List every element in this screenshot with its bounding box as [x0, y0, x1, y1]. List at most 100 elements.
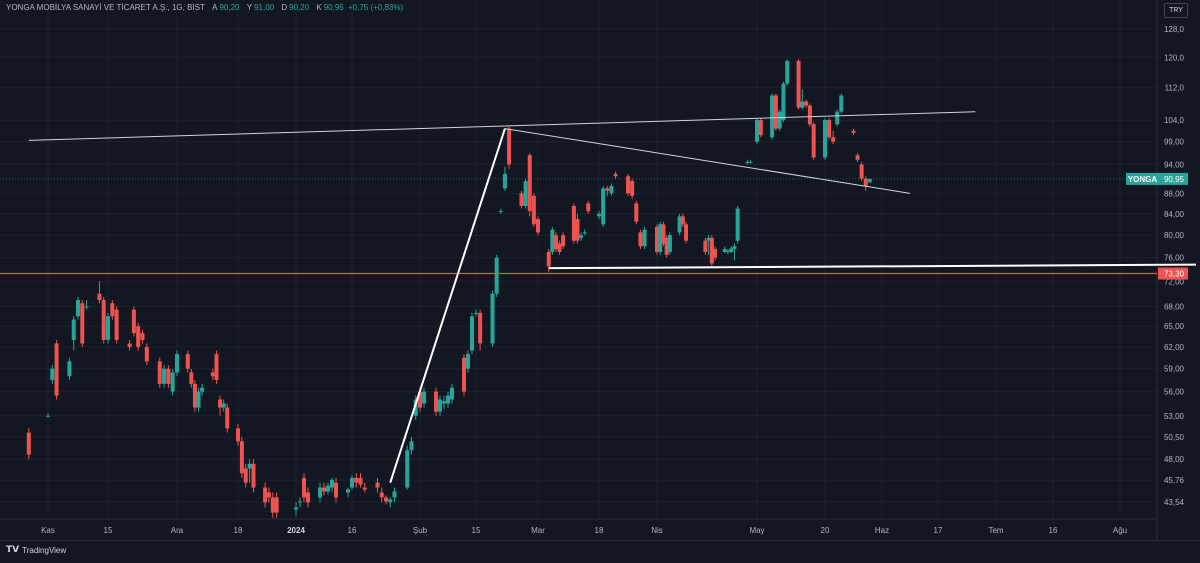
grid — [0, 0, 1157, 519]
price-tick-label: 72,00 — [1164, 277, 1185, 286]
candle-body — [706, 237, 711, 241]
candle-body — [729, 248, 734, 252]
candle-body — [251, 463, 256, 488]
candle-body — [127, 343, 132, 347]
candle-body — [466, 354, 470, 369]
candle-body — [192, 383, 197, 408]
candle-body — [658, 224, 663, 252]
time-tick-label: Mar — [531, 526, 545, 535]
resistance-trendline-line[interactable] — [28, 111, 976, 141]
candle-body — [413, 399, 418, 416]
candle-body — [379, 492, 384, 498]
candle-body — [334, 482, 338, 498]
price-tick-label: 59,00 — [1164, 365, 1185, 374]
candle-body — [218, 399, 223, 408]
candle-body — [490, 293, 495, 344]
candle-body — [773, 95, 778, 129]
candle-body — [553, 235, 558, 250]
range-bottom-line[interactable] — [548, 263, 1197, 270]
candle-body — [561, 235, 566, 247]
rally-line-line[interactable] — [389, 128, 506, 483]
candle-body — [777, 111, 782, 129]
price-tick-label: 88,00 — [1164, 189, 1185, 198]
price-tick-label: 68,00 — [1164, 302, 1185, 311]
candle-body — [346, 489, 350, 493]
tradingview-logo-icon: TV — [6, 545, 20, 555]
candle-body — [110, 303, 115, 317]
candle-body — [597, 213, 601, 217]
candle-body — [131, 309, 136, 334]
candle-body — [388, 499, 393, 503]
candle-body — [630, 181, 635, 196]
price-tick-label: 76,00 — [1164, 254, 1185, 263]
time-tick-label: 16 — [348, 526, 357, 535]
candle-body — [867, 178, 872, 183]
price-tick-label: 99,00 — [1164, 138, 1185, 147]
candle-body — [358, 477, 363, 485]
symbol-legend[interactable]: YONGA MOBİLYA SANAYİ VE TİCARET A.Ş., 1G… — [6, 3, 405, 13]
price-tag-bg — [1158, 172, 1188, 185]
time-axis[interactable]: Kas 15 Ara 18 2024 16 Şub 15 Mar 18 Nis May 20 Haz 17 T… — [41, 526, 1127, 535]
candle-body — [478, 312, 483, 344]
candle-body — [274, 497, 279, 513]
candle-body — [642, 229, 647, 247]
price-tick-label: 48,00 — [1164, 455, 1185, 464]
candle-body — [239, 441, 244, 474]
close-label: K — [316, 3, 322, 12]
candle-body — [684, 224, 689, 241]
price-tick-label: 56,00 — [1164, 388, 1185, 397]
currency-button[interactable]: TRY — [1164, 3, 1188, 18]
candle-body — [67, 361, 72, 377]
candle-body — [498, 211, 503, 213]
candle-body — [770, 95, 775, 138]
price-tick-label: 62,00 — [1164, 343, 1185, 352]
candle-body — [745, 162, 750, 164]
candle-body — [170, 372, 175, 392]
time-tick-label: Tem — [988, 526, 1003, 535]
price-chart[interactable]: 128,0 120,0 112,0 104,0 99,00 94,00 88,00 84,00… — [0, 0, 1200, 540]
tradingview-logo[interactable]: TV TradingView — [6, 545, 66, 555]
open-value: 90,20 — [219, 3, 240, 12]
price-tick-label: 53,00 — [1164, 412, 1185, 421]
candle-body — [680, 216, 685, 225]
candle-body — [185, 354, 190, 369]
candle-body — [664, 237, 669, 255]
candle-body — [114, 309, 119, 340]
candle-body — [225, 407, 230, 429]
price-tag-bg — [1158, 267, 1188, 280]
candle-body — [243, 468, 248, 483]
price-axis[interactable]: 128,0 120,0 112,0 104,0 99,00 94,00 88,00 84,00… — [1164, 25, 1185, 507]
candle-body — [531, 195, 536, 225]
time-tick-label: 16 — [1049, 526, 1058, 535]
price-tag: YONGA 90,95 — [1126, 172, 1188, 185]
time-tick-label: Ağu — [1113, 526, 1127, 535]
price-tick-label: 104,0 — [1164, 116, 1185, 125]
drawings[interactable] — [0, 111, 1197, 483]
high-value: 91,00 — [254, 3, 275, 12]
candle-body — [677, 216, 682, 233]
price-tick-label: 50,50 — [1164, 433, 1185, 442]
time-tick-label: 18 — [595, 526, 604, 535]
candle-body — [855, 155, 860, 160]
time-tick-label: Nis — [651, 526, 663, 535]
candle-body — [586, 203, 591, 212]
candle-body — [785, 60, 790, 84]
candle-body — [294, 507, 298, 510]
candle-body — [605, 188, 610, 191]
candle-body — [851, 130, 856, 133]
symbol-name[interactable]: YONGA MOBİLYA SANAYİ VE TİCARET A.Ş., 1G… — [6, 3, 205, 12]
candle-body — [626, 176, 630, 194]
candle-body — [807, 105, 812, 125]
time-tick-label: Ara — [171, 526, 184, 535]
falling-trendline-line[interactable] — [504, 128, 911, 194]
high-label: Y — [246, 3, 253, 12]
candle-body — [354, 477, 359, 483]
candle-body — [210, 372, 215, 377]
candle-body — [50, 368, 55, 381]
low-value: 90,20 — [289, 3, 310, 12]
candle-body — [536, 219, 540, 233]
candle-body — [446, 395, 450, 404]
candle-body — [835, 111, 840, 125]
candle-body — [384, 497, 388, 502]
